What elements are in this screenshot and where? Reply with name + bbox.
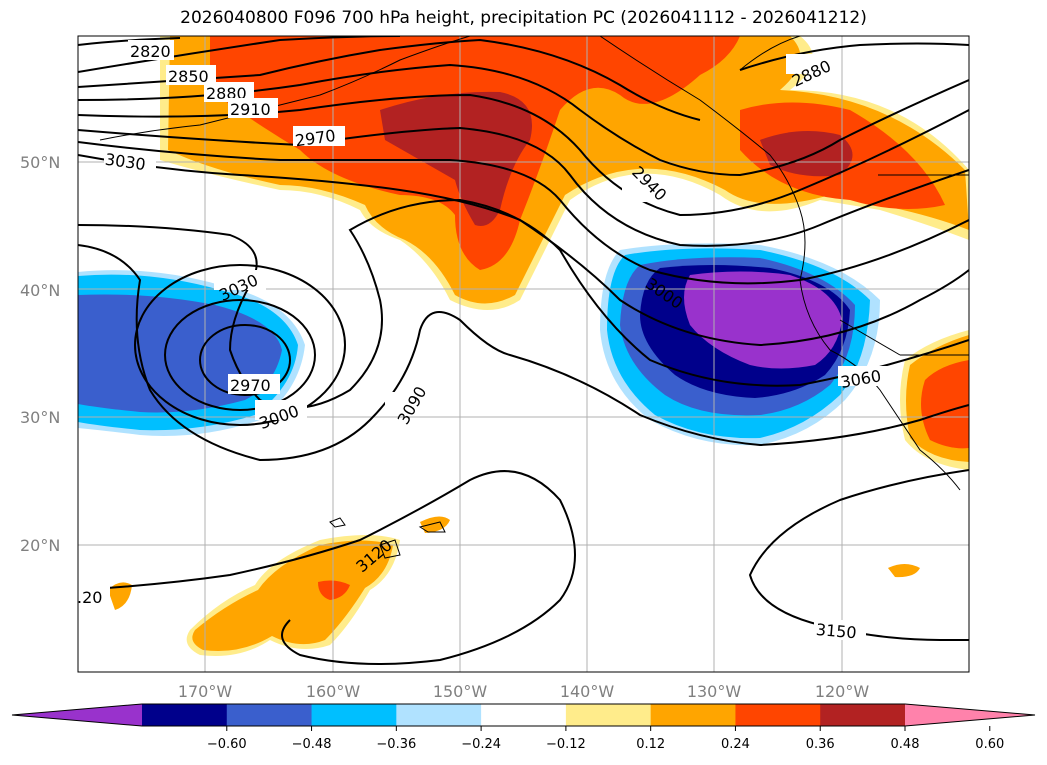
clabel-bg-3030 — [104, 152, 156, 172]
clabel-bg-3150 — [814, 620, 866, 640]
lat-label-20n: 20°N — [20, 536, 60, 555]
coast-hawaii-3 — [329, 517, 346, 528]
colorbar-extend-high — [905, 704, 1035, 726]
colorbar-tick-label: 0.24 — [721, 737, 750, 752]
colorbar-segment — [396, 704, 482, 726]
colorbar-segment — [565, 704, 652, 726]
colorbar-extend-low — [12, 704, 142, 726]
clabel-bg-3120-edge — [78, 586, 110, 606]
lon-label-140w: 140°W — [560, 682, 615, 701]
clabel-bg-3090 — [385, 392, 437, 414]
contour-2940 — [78, 93, 969, 217]
coastlines — [99, 36, 969, 559]
clabel-bg-2940 — [622, 180, 674, 202]
contour-2970 — [78, 126, 969, 247]
colorbar-segment — [226, 704, 313, 726]
contour-2820 — [78, 37, 181, 46]
map-title: 2026040800 F096 700 hPa height, precipit… — [180, 8, 867, 28]
coast-hawaii-1 — [379, 539, 401, 559]
clabel-bg-3000-low — [255, 400, 307, 420]
colorbar-tick-label: −0.60 — [207, 737, 247, 752]
colorbar-tick-label: −0.36 — [376, 737, 416, 752]
colorbar-segment — [735, 704, 821, 726]
contour-label-2910: 2910 — [230, 100, 271, 119]
colorbar-tick-label: 0.36 — [806, 737, 835, 752]
border-ca-nv — [839, 319, 901, 356]
colorbar-tick-label: −0.48 — [292, 737, 332, 752]
colorbar-tick-label: 0.12 — [636, 737, 665, 752]
clabel-bg-2850 — [166, 65, 216, 85]
contour-2850 — [78, 36, 401, 73]
lon-label-130w: 130°W — [687, 682, 742, 701]
coast-nw-canada — [599, 36, 801, 211]
colorbar-segment — [481, 704, 567, 726]
contour-2880-ne — [739, 42, 969, 71]
precip-hawaii-band-036 — [318, 580, 350, 600]
lon-label-170w: 170°W — [178, 682, 233, 701]
contour-2910 — [78, 63, 969, 177]
contour-2880 — [78, 38, 701, 121]
coast-alaska — [99, 36, 471, 141]
precipitation-fill-layer — [78, 36, 969, 656]
precip-hawaii-band-024 — [192, 540, 393, 652]
lon-label-150w: 150°W — [433, 682, 488, 701]
precip-north-band-048 — [380, 91, 532, 227]
clabel-bg-2820 — [128, 40, 174, 60]
precip-dateline-024 — [108, 582, 132, 610]
height-contours — [78, 36, 969, 665]
contour-3090 — [78, 244, 969, 462]
contour-label-2850: 2850 — [168, 67, 209, 86]
colorbar-segment — [650, 704, 736, 726]
clabel-bg-2970 — [293, 126, 345, 146]
colorbar-segment — [311, 704, 397, 726]
clabel-bg-2970-low — [228, 374, 280, 394]
precip-hawaii-isle-024 — [420, 516, 450, 533]
lat-label-50n: 50°N — [20, 153, 60, 172]
clabel-bg-3030-low — [214, 270, 266, 290]
contour-low-3000 — [164, 299, 316, 411]
colorbar-segment — [142, 704, 228, 726]
colorbar-tick-label: −0.12 — [546, 737, 586, 752]
colorbar-tick-label: 0.60 — [975, 737, 1004, 752]
lat-label-40n: 40°N — [20, 281, 60, 300]
contour-low-3030 — [134, 264, 346, 426]
contour-label-3150: 3150 — [815, 620, 857, 642]
contour-label-2970-low: 2970 — [230, 376, 271, 395]
coast-us-west — [799, 209, 961, 491]
contour-3150 — [748, 469, 969, 642]
contour-3000 — [78, 141, 969, 285]
colorbar: −0.60 −0.48 −0.36 −0.24 −0.12 0.12 0.24 0.36 0.4… — [11, 703, 1036, 752]
precip-eastsmall-024 — [888, 564, 920, 578]
colorbar-outline — [11, 703, 1036, 727]
clabel-bg-2880-ne — [786, 54, 838, 74]
contour-3030 — [78, 154, 969, 347]
lon-label-120w: 120°W — [815, 682, 870, 701]
clabel-bg-3060 — [838, 366, 890, 386]
contour-label-3120-edge: .20 — [77, 588, 102, 607]
precip-se-band-036 — [921, 360, 969, 449]
contour-label-2820: 2820 — [130, 42, 171, 61]
lon-label-160w: 160°W — [306, 682, 361, 701]
clabel-bg-2910 — [228, 98, 278, 118]
contour-low-2970 — [199, 324, 291, 396]
coast-hawaii-2 — [418, 521, 446, 533]
clabel-bg-2880 — [204, 82, 254, 102]
lat-label-30n: 30°N — [20, 408, 60, 427]
map-frame — [77, 35, 970, 673]
contour-3120 — [78, 470, 576, 665]
colorbar-segment — [820, 704, 906, 726]
coast-canada-east — [739, 36, 801, 71]
colorbar-tick-label: 0.48 — [891, 737, 920, 752]
colorbar-tick-label: −0.24 — [461, 737, 501, 752]
